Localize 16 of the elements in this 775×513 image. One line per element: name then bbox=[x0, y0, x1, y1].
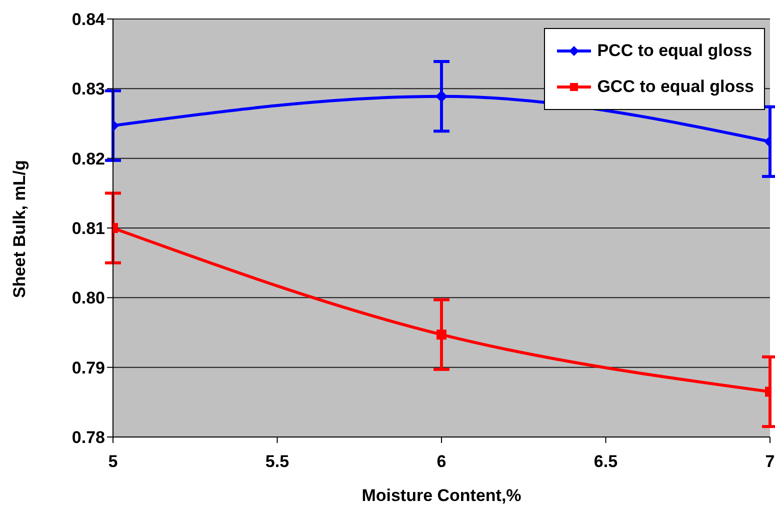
x-tick-label: 5 bbox=[108, 452, 118, 472]
legend-label: GCC to equal gloss bbox=[597, 77, 754, 97]
y-axis-title: Sheet Bulk, mL/g bbox=[10, 160, 30, 298]
y-tick-label: 0.79 bbox=[72, 358, 105, 378]
y-tick-label: 0.81 bbox=[72, 219, 105, 238]
x-tick-label: 5.5 bbox=[265, 452, 290, 472]
y-tick-label: 0.82 bbox=[72, 149, 105, 168]
y-tick-label: 0.78 bbox=[72, 428, 105, 448]
y-tick-label: 0.83 bbox=[72, 80, 105, 99]
x-tick-label: 7 bbox=[765, 452, 775, 472]
y-tick-label: 0.84 bbox=[72, 10, 106, 30]
x-tick-label: 6.5 bbox=[594, 452, 618, 472]
x-axis-title: Moisture Content,% bbox=[362, 486, 522, 505]
x-tick-label: 6 bbox=[436, 452, 446, 472]
legend-label: PCC to equal gloss bbox=[597, 41, 752, 61]
y-tick-label: 0.80 bbox=[72, 288, 105, 308]
